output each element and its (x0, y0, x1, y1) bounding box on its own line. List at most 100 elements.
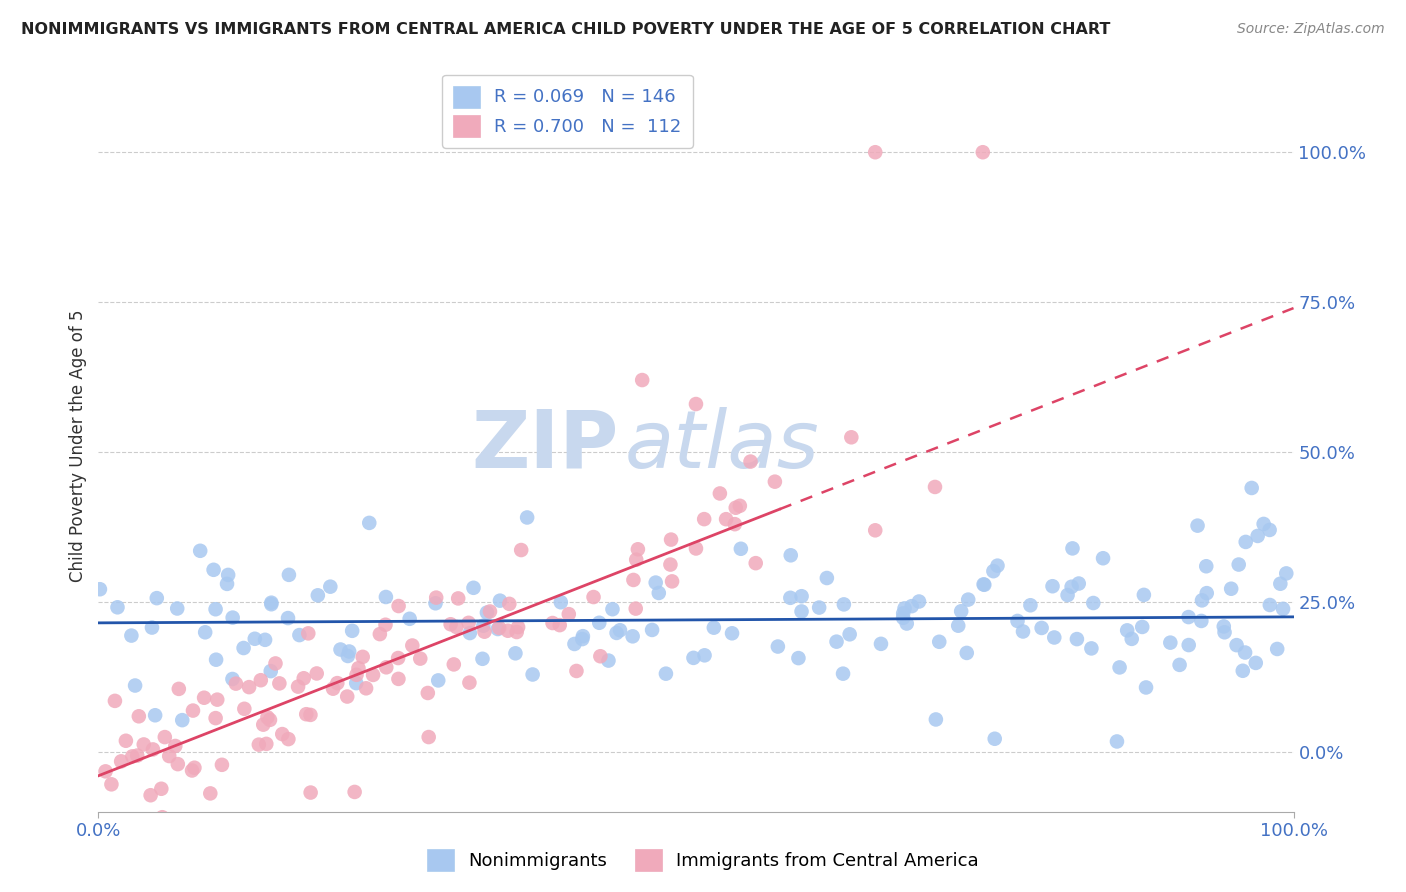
Point (1212, 619, 1234, 633)
Point (141, 621, 163, 635)
Point (602, 602, 624, 616)
Point (418, 730, 440, 744)
Point (153, 730, 176, 744)
Point (409, 651, 432, 665)
Point (1220, 582, 1243, 596)
Point (354, 681, 377, 696)
Point (329, 642, 352, 657)
Point (471, 652, 494, 666)
Point (1066, 632, 1088, 646)
Point (166, 757, 188, 772)
Legend: R = 0.069   N = 146, R = 0.700   N =  112: R = 0.069 N = 146, R = 0.700 N = 112 (441, 75, 693, 147)
Point (307, 588, 329, 602)
Point (143, 708, 166, 723)
Point (416, 686, 439, 700)
Point (790, 589, 813, 603)
Point (374, 590, 396, 604)
Point (1195, 559, 1218, 574)
Point (986, 558, 1008, 573)
Point (326, 676, 349, 690)
Point (157, 749, 180, 764)
Point (254, 632, 277, 647)
Point (1083, 596, 1105, 610)
Point (896, 616, 918, 631)
Point (779, 549, 801, 563)
Point (443, 657, 465, 672)
Point (172, 713, 194, 727)
Point (724, 517, 747, 532)
Point (127, 748, 149, 763)
Point (703, 621, 725, 635)
Point (359, 516, 381, 530)
Point (287, 680, 309, 694)
Point (375, 660, 398, 674)
Point (463, 581, 485, 595)
Point (832, 666, 855, 681)
Point (183, 761, 205, 775)
Point (89, 582, 111, 597)
Point (165, 739, 187, 753)
Point (685, 541, 707, 556)
Point (121, 749, 143, 764)
Point (221, 610, 243, 624)
Point (336, 648, 359, 663)
Point (693, 648, 716, 663)
Point (221, 672, 243, 686)
Point (1187, 518, 1209, 533)
Point (142, 742, 165, 756)
Point (486, 622, 509, 636)
Point (202, 563, 225, 577)
Point (763, 475, 786, 489)
Point (233, 702, 256, 716)
Point (983, 731, 1005, 746)
Point (1133, 588, 1156, 602)
Point (790, 604, 813, 618)
Point (641, 623, 664, 637)
Point (1159, 635, 1181, 649)
Point (740, 454, 762, 468)
Point (548, 618, 571, 632)
Point (146, 591, 169, 606)
Point (193, 690, 215, 705)
Point (181, 704, 204, 718)
Point (232, 640, 254, 655)
Point (200, 786, 222, 800)
Point (259, 713, 281, 727)
Point (505, 646, 527, 660)
Point (900, 599, 922, 614)
Point (447, 591, 470, 606)
Y-axis label: Child Poverty Under the Age of 5: Child Poverty Under the Age of 5 (69, 310, 87, 582)
Point (891, 611, 914, 625)
Point (582, 590, 605, 604)
Point (1244, 656, 1267, 670)
Point (506, 620, 529, 634)
Point (1019, 599, 1042, 613)
Text: ZIP: ZIP (471, 407, 619, 485)
Point (352, 649, 374, 664)
Point (661, 574, 683, 589)
Point (104, 694, 127, 708)
Point (893, 601, 915, 615)
Point (1060, 580, 1083, 594)
Point (621, 629, 644, 643)
Point (124, 870, 146, 884)
Point (260, 597, 283, 611)
Point (150, 810, 173, 824)
Point (425, 596, 447, 610)
Point (139, 789, 162, 803)
Point (1195, 586, 1218, 600)
Point (132, 738, 155, 752)
Point (1189, 614, 1212, 628)
Point (388, 599, 411, 613)
Point (496, 624, 519, 638)
Point (488, 621, 510, 635)
Point (194, 625, 217, 640)
Point (260, 596, 283, 610)
Point (1108, 660, 1130, 674)
Point (1232, 664, 1254, 678)
Point (277, 567, 299, 582)
Point (446, 620, 468, 634)
Point (188, 543, 211, 558)
Point (564, 637, 586, 651)
Point (204, 602, 226, 616)
